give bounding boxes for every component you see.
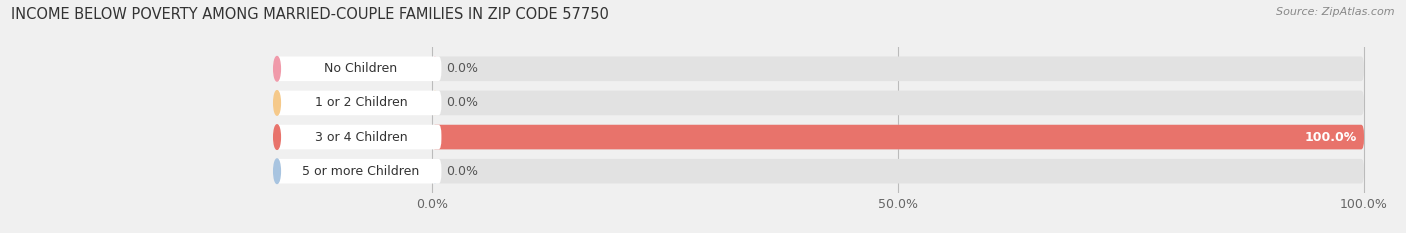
FancyBboxPatch shape [432,91,437,115]
FancyBboxPatch shape [432,159,1364,184]
Circle shape [274,56,280,81]
FancyBboxPatch shape [432,125,1364,149]
FancyBboxPatch shape [432,91,1364,115]
FancyBboxPatch shape [274,125,441,149]
Circle shape [274,91,280,115]
Text: 0.0%: 0.0% [446,165,478,178]
Circle shape [274,125,280,149]
FancyBboxPatch shape [274,159,441,184]
Text: 3 or 4 Children: 3 or 4 Children [315,130,408,144]
FancyBboxPatch shape [432,125,1364,149]
Text: No Children: No Children [325,62,398,75]
Text: 5 or more Children: 5 or more Children [302,165,419,178]
Text: INCOME BELOW POVERTY AMONG MARRIED-COUPLE FAMILIES IN ZIP CODE 57750: INCOME BELOW POVERTY AMONG MARRIED-COUPL… [11,7,609,22]
FancyBboxPatch shape [274,56,441,81]
FancyBboxPatch shape [274,91,441,115]
FancyBboxPatch shape [432,56,1364,81]
FancyBboxPatch shape [432,159,437,184]
Text: Source: ZipAtlas.com: Source: ZipAtlas.com [1277,7,1395,17]
Text: 0.0%: 0.0% [446,62,478,75]
Text: 0.0%: 0.0% [446,96,478,110]
Circle shape [274,159,280,184]
Text: 100.0%: 100.0% [1305,130,1357,144]
FancyBboxPatch shape [432,56,437,81]
Text: 1 or 2 Children: 1 or 2 Children [315,96,408,110]
